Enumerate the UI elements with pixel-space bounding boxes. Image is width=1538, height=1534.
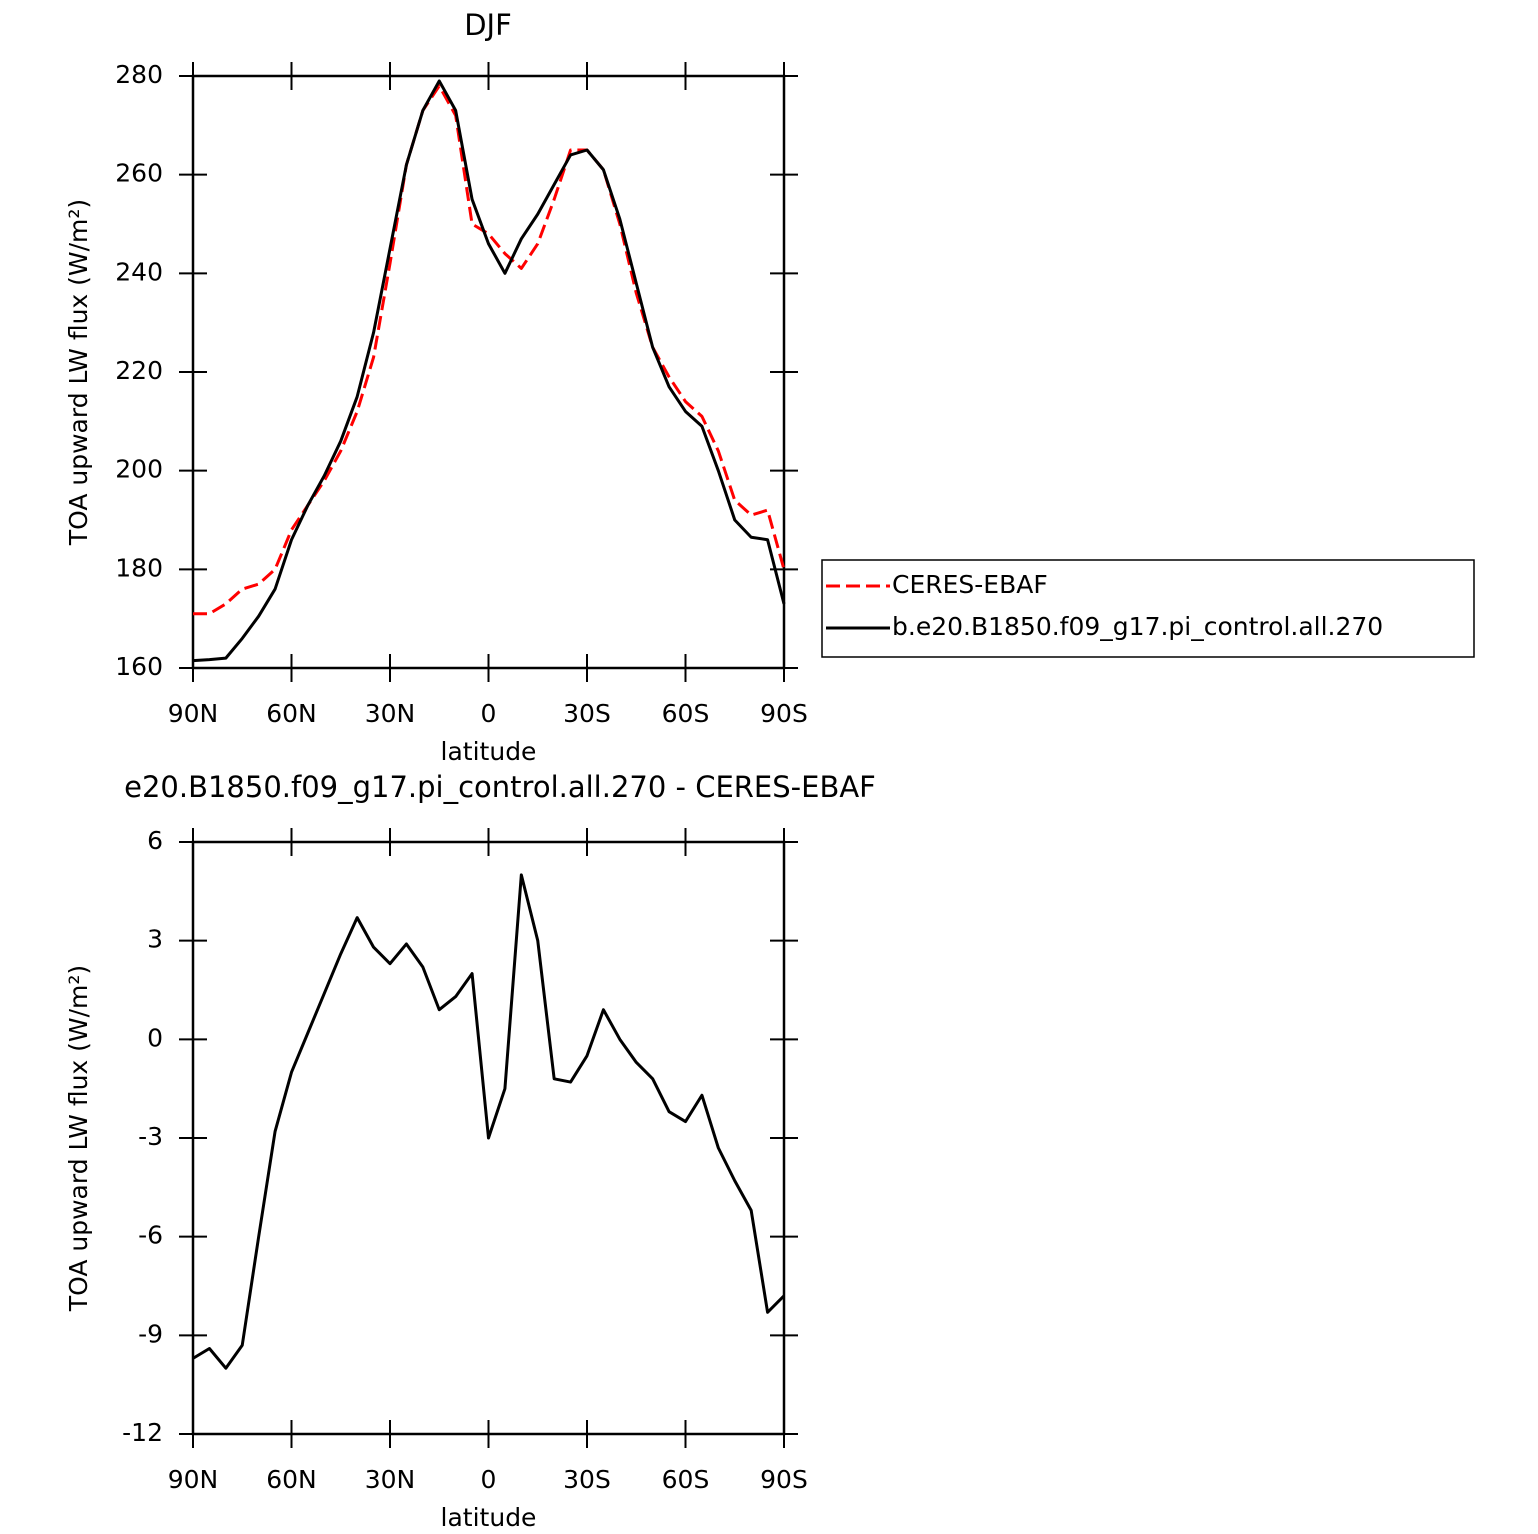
y-tick-label: 3 (147, 925, 163, 954)
data-line (192, 79, 786, 663)
x-tick-label: 60S (662, 699, 710, 728)
x-tick-label: 30N (365, 1465, 416, 1494)
y-tick-label: 200 (115, 455, 163, 484)
x-tick-label: 0 (481, 1465, 497, 1494)
y-tick-label: -12 (122, 1418, 163, 1447)
x-tick-label: 60N (266, 699, 317, 728)
y-tick-label: 180 (115, 553, 163, 582)
y-axis-label: TOA upward LW flux (W/m²) (64, 965, 93, 1312)
y-tick-label: 0 (147, 1023, 163, 1052)
x-tick-label: 0 (481, 699, 497, 728)
data-line (193, 84, 786, 616)
y-tick-label: 220 (115, 356, 163, 385)
y-tick-label: 280 (115, 60, 163, 89)
x-tick-label: 90S (760, 699, 808, 728)
y-tick-label: 240 (115, 257, 163, 286)
x-tick-label: 60S (662, 1465, 710, 1494)
x-axis-label: latitude (441, 1503, 537, 1532)
y-axis-label: TOA upward LW flux (W/m²) (64, 199, 93, 546)
legend-label: b.e20.B1850.f09_g17.pi_control.all.270 (892, 612, 1383, 641)
y-tick-label: 260 (115, 159, 163, 188)
x-tick-label: 90N (168, 699, 219, 728)
plot-frame (191, 74, 786, 670)
x-tick-label: 30N (365, 699, 416, 728)
y-tick-label: -6 (138, 1221, 163, 1250)
chart-title: DJF (464, 8, 512, 42)
y-tick-label: -9 (138, 1319, 163, 1348)
subplot: e20.B1850.f09_g17.pi_control.all.270 - C… (64, 770, 876, 1532)
x-tick-label: 30S (563, 699, 611, 728)
y-tick-label: -3 (138, 1122, 163, 1151)
x-axis-label: latitude (441, 737, 537, 766)
y-tick-label: 160 (115, 652, 163, 681)
x-tick-label: 30S (563, 1465, 611, 1494)
x-tick-label: 60N (266, 1465, 317, 1494)
legend-box (821, 559, 1475, 658)
x-tick-label: 90N (168, 1465, 219, 1494)
subplot: DJF 160 180 200 220 240 260 280 90N 60N 30N 0 30S 60S… (64, 8, 1475, 766)
y-tick-label: 6 (147, 826, 163, 855)
legend-label: CERES-EBAF (892, 570, 1048, 599)
x-tick-label: 90S (760, 1465, 808, 1494)
chart-title: e20.B1850.f09_g17.pi_control.all.270 - C… (124, 770, 876, 804)
data-line (192, 873, 786, 1370)
